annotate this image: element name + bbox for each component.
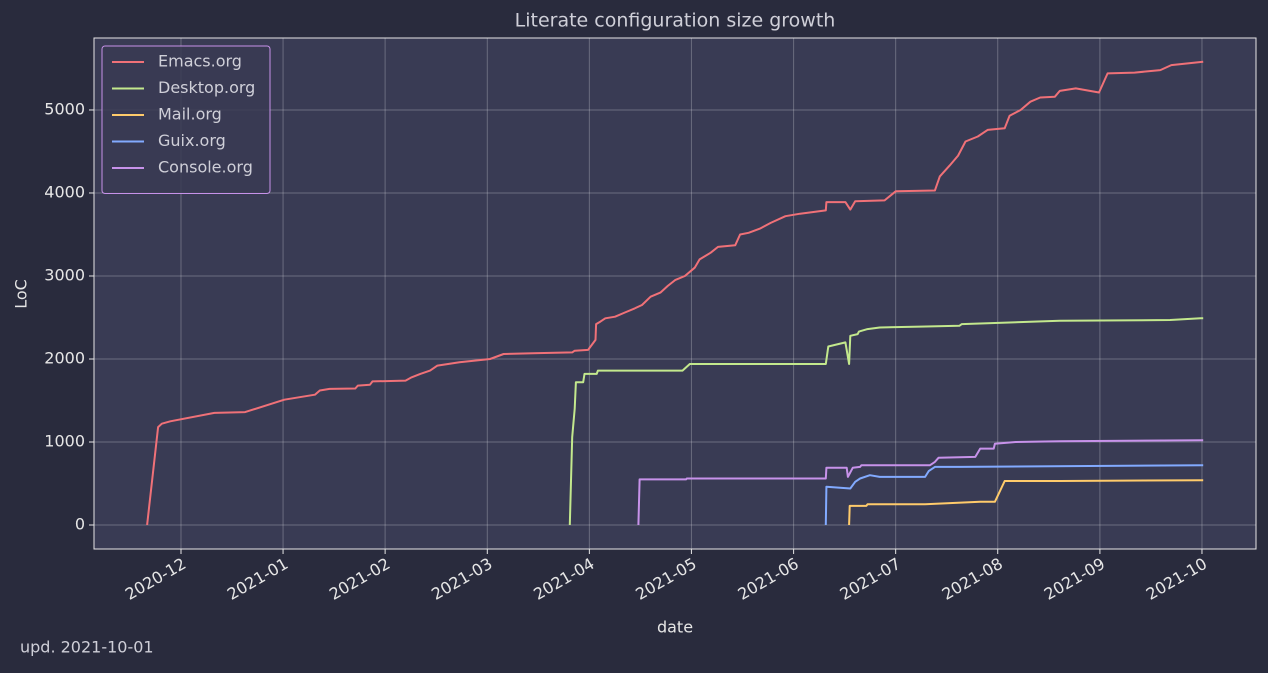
y-tick-label: 2000 bbox=[44, 348, 85, 367]
legend-box bbox=[101, 45, 271, 194]
y-tick-label: 3000 bbox=[44, 265, 85, 284]
series-line bbox=[568, 317, 1204, 526]
y-tick-label: 5000 bbox=[44, 99, 85, 118]
legend-label: Desktop.org bbox=[158, 78, 255, 97]
x-axis-label: date bbox=[657, 618, 693, 637]
legend-label: Guix.org bbox=[158, 131, 226, 150]
y-axis-label: LoC bbox=[12, 279, 31, 309]
plot-area bbox=[93, 37, 1257, 550]
y-tick-label: 4000 bbox=[44, 182, 85, 201]
series-line bbox=[848, 479, 1204, 526]
series-line bbox=[824, 464, 1204, 526]
chart-title: Literate configuration size growth bbox=[515, 10, 836, 32]
series-line bbox=[146, 60, 1204, 526]
y-tick-label: 0 bbox=[75, 515, 85, 534]
footnote: upd. 2021-10-01 bbox=[20, 638, 154, 657]
legend-label: Mail.org bbox=[158, 105, 222, 124]
series-line bbox=[637, 439, 1204, 526]
legend-label: Emacs.org bbox=[158, 52, 242, 71]
y-tick-label: 1000 bbox=[44, 432, 85, 451]
legend-label: Console.org bbox=[158, 158, 253, 177]
